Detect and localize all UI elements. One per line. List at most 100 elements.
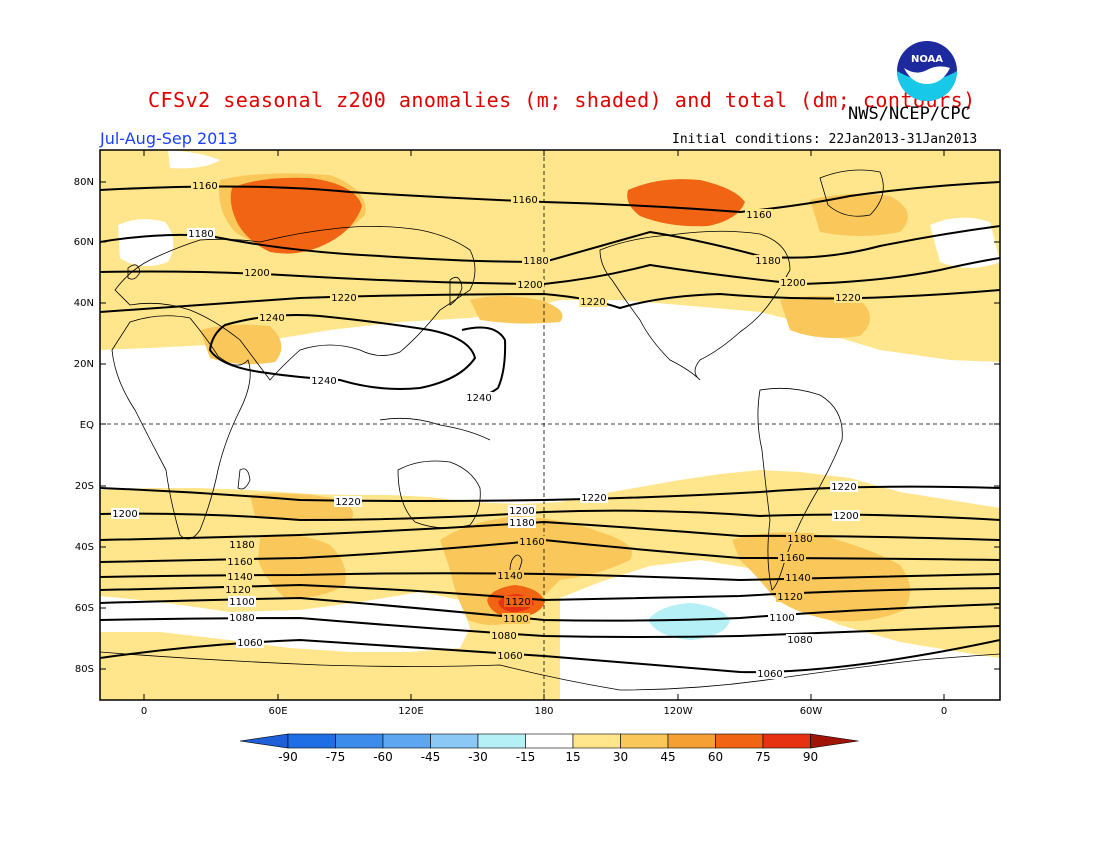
arctic-strong-anomaly-b <box>627 179 745 227</box>
colorbar-label: -60 <box>373 750 393 764</box>
south-indian-mod-band <box>258 535 346 599</box>
contour-label-1080-a: 1080 <box>229 613 254 624</box>
contour-label-1200-b: 1200 <box>517 280 542 291</box>
anomaly-shading: 1160 1160 1160 1180 1180 1180 1200 1200 … <box>100 150 1000 700</box>
colorbar-high-arrow <box>810 733 859 749</box>
contour-label-1100-a: 1100 <box>229 597 254 608</box>
lon-label-180: 180 <box>534 706 553 717</box>
lat-label-eq: EQ <box>80 420 94 431</box>
contour-label-1160-c: 1160 <box>746 210 771 221</box>
contour-label-1160-a: 1160 <box>192 181 217 192</box>
contour-label-1180-a: 1180 <box>188 229 213 240</box>
south-atlantic-mod-band <box>732 532 911 622</box>
coast-greenland <box>819 169 884 217</box>
contour-label-1220-a: 1220 <box>331 293 356 304</box>
coast-africa <box>111 315 251 540</box>
contour-label-1180-f: 1180 <box>787 534 812 545</box>
lat-label-20s: 20S <box>75 481 94 492</box>
lat-label-40s: 40S <box>75 542 94 553</box>
contour-1160-north <box>100 181 1000 214</box>
contour-label-1100-c: 1100 <box>769 613 794 624</box>
colorbar-label: 15 <box>565 750 580 764</box>
coast-north-america <box>599 230 791 381</box>
contour-1200-north <box>100 257 1000 286</box>
southern-ocean-neutral-region <box>560 560 1000 700</box>
colorbar-swatch <box>477 733 526 749</box>
contour-label-1220-c: 1220 <box>835 293 860 304</box>
contour-label-1120-b: 1120 <box>505 597 530 608</box>
contour-label-1060-a: 1060 <box>237 638 262 649</box>
contour-label-1060-c: 1060 <box>757 669 782 680</box>
colorbar-swatch <box>667 733 716 749</box>
colorbar-label: 30 <box>613 750 628 764</box>
colorbar-swatch <box>430 733 479 749</box>
contour-label-1180-e: 1180 <box>229 540 254 551</box>
colorbar-label: -90 <box>278 750 298 764</box>
colorbar-label: -45 <box>421 750 441 764</box>
arctic-neutral-a <box>168 150 220 169</box>
noaa-logo: NOAA <box>897 41 957 101</box>
colorbar-swatch <box>715 733 764 749</box>
noaa-logo-text: NOAA <box>911 54 943 65</box>
lat-label-60n: 60N <box>74 237 94 248</box>
lat-label-60s: 60S <box>75 603 94 614</box>
colorbar-swatch <box>382 733 431 749</box>
contour-label-1200-f: 1200 <box>833 511 858 522</box>
colorbar: -90 -75 -60 -45 -30 -15 15 30 45 60 75 90 <box>239 733 859 764</box>
lat-label-40n: 40N <box>74 298 94 309</box>
contour-label-1200-c: 1200 <box>780 278 805 289</box>
contour-1180-south <box>100 520 1000 541</box>
colorbar-label: 60 <box>708 750 723 764</box>
contour-label-1200-a: 1200 <box>244 268 269 279</box>
contour-label-1100-b: 1100 <box>503 614 528 625</box>
contour-label-1160-d: 1160 <box>519 537 544 548</box>
lon-label-0-east: 0 <box>941 706 947 717</box>
colorbar-label: -30 <box>468 750 488 764</box>
contour-label-1180-b: 1180 <box>523 256 548 267</box>
contour-label-1080-c: 1080 <box>787 635 812 646</box>
period-label: Jul-Aug-Sep 2013 <box>100 129 238 148</box>
coast-indonesia <box>379 417 491 441</box>
coast-madagascar <box>237 468 251 490</box>
contour-1180-north <box>100 225 1000 264</box>
north-atlantic-mod <box>780 296 870 338</box>
contour-label-1240-c: 1240 <box>466 393 491 404</box>
contour-label-1220-d: 1220 <box>335 497 360 508</box>
initial-conditions-label: Initial conditions: 22Jan2013-31Jan2013 <box>672 132 978 147</box>
colorbar-label: -75 <box>326 750 346 764</box>
north-atlantic-neutral-b <box>930 217 1000 268</box>
southwest-neutral-region <box>100 592 470 652</box>
lat-label-80n: 80N <box>74 177 94 188</box>
contour-label-1160-b: 1160 <box>512 195 537 206</box>
contour-label-1120-a: 1120 <box>225 585 250 596</box>
colorbar-label: 45 <box>660 750 675 764</box>
colorbar-swatch <box>620 733 669 749</box>
contour-label-1240-a: 1240 <box>259 313 284 324</box>
contour-label-1140-c: 1140 <box>785 573 810 584</box>
coast-antarctica <box>100 651 1000 691</box>
colorbar-swatch <box>287 733 336 749</box>
contour-label-1220-b: 1220 <box>580 297 605 308</box>
tropical-neutral-region <box>100 300 1000 508</box>
colorbar-label: 90 <box>803 750 818 764</box>
colorbar-label: 75 <box>755 750 770 764</box>
contour-label-1160-f: 1160 <box>779 553 804 564</box>
arctic-strong-anomaly-a <box>230 177 362 254</box>
latitude-labels: 80N 60N 40N 20N EQ 20S 40S 60S 80S <box>74 177 94 675</box>
contour-1240-west <box>208 314 477 390</box>
longitude-labels: 0 60E 120E 180 120W 60W 0 <box>141 706 947 717</box>
agency-label: NWS/NCEP/CPC <box>848 104 971 124</box>
contour-label-1240-b: 1240 <box>311 376 336 387</box>
contour-1200-south <box>100 509 1000 522</box>
contour-label-1080-b: 1080 <box>491 631 516 642</box>
lon-label-120e: 120E <box>398 706 423 717</box>
north-pacific-mod <box>470 296 563 324</box>
contour-label-1060-b: 1060 <box>497 651 522 662</box>
lon-label-120w: 120W <box>664 706 693 717</box>
contour-label-1140-a: 1140 <box>227 572 252 583</box>
contour-label-1120-c: 1120 <box>777 592 802 603</box>
contour-labels: 1160 1160 1160 1180 1180 1180 1200 1200 … <box>111 180 862 680</box>
contour-label-1180-d: 1180 <box>509 518 534 529</box>
contour-label-1180-c: 1180 <box>755 256 780 267</box>
